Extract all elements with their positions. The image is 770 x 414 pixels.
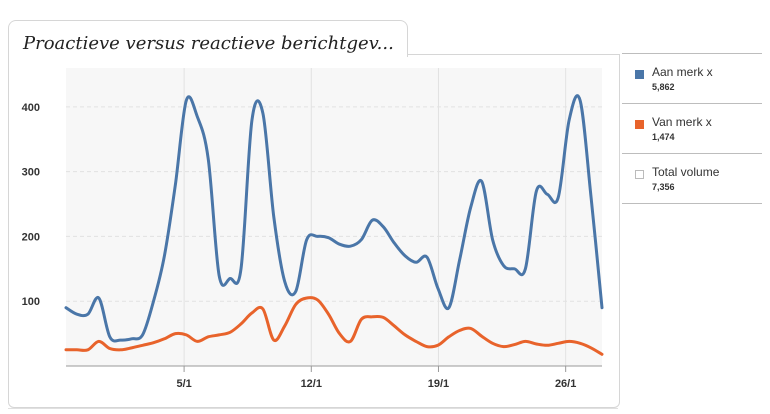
legend-value: 5,862	[652, 82, 675, 92]
chart-title: Proactieve versus reactieve berichtgev..…	[23, 33, 394, 54]
title-tab	[8, 20, 408, 57]
x-tick-label: 19/1	[428, 378, 449, 390]
legend: Aan merk x 5,862 Van merk x 1,474 Total …	[622, 53, 762, 204]
legend-item-aan-merk-x[interactable]: Aan merk x 5,862	[622, 53, 762, 103]
legend-value: 1,474	[652, 132, 675, 142]
axes: 100 200 300 400 5/1 12/1 19/1 26/1	[22, 102, 602, 390]
legend-value: 7,356	[652, 182, 675, 192]
legend-swatch	[635, 170, 644, 179]
line-chart: 100 200 300 400 5/1 12/1 19/1 26/1	[22, 68, 604, 390]
series-line-aan-merk-x[interactable]	[64, 94, 604, 343]
series-line-van-merk-x[interactable]	[64, 296, 604, 356]
y-tick-label: 200	[22, 231, 40, 243]
legend-label: Aan merk x	[652, 65, 713, 79]
legend-item-van-merk-x[interactable]: Van merk x 1,474	[622, 103, 762, 153]
x-tick-label: 12/1	[301, 378, 322, 390]
y-tick-label: 300	[22, 167, 40, 179]
x-tick-label: 5/1	[176, 378, 191, 390]
legend-swatch	[635, 120, 644, 129]
y-tick-label: 100	[22, 296, 40, 308]
legend-label: Van merk x	[652, 115, 712, 129]
legend-label: Total volume	[652, 165, 720, 179]
plot-area	[66, 68, 602, 366]
x-tick-label: 26/1	[555, 378, 576, 390]
legend-swatch	[635, 70, 644, 79]
y-tick-label: 400	[22, 102, 40, 114]
series-lines	[64, 94, 604, 356]
legend-item-total-volume[interactable]: Total volume 7,356	[622, 153, 762, 204]
